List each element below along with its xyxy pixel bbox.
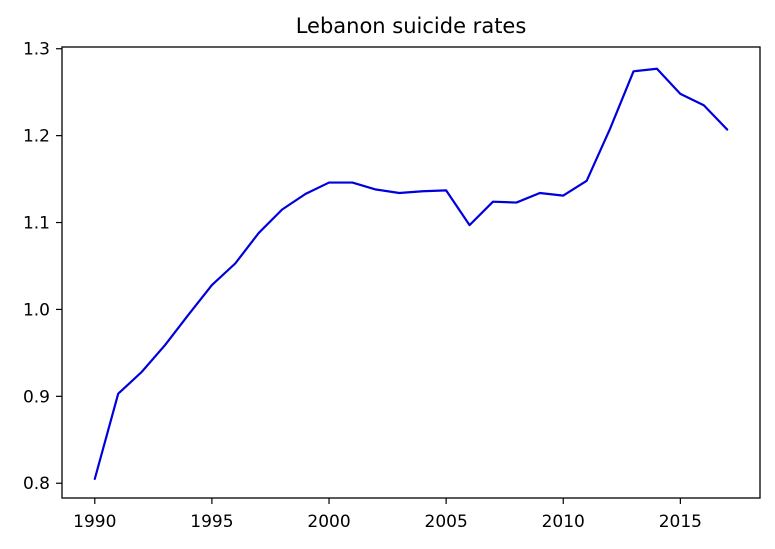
plot-frame (61, 46, 761, 499)
x-tick-label: 1995 (190, 512, 233, 532)
y-tick-label: 0.9 (23, 387, 50, 407)
x-tick-label: 2000 (307, 512, 350, 532)
x-axis: 1990 1995 2000 2005 2010 2015 (73, 498, 702, 532)
y-axis: 0.8 0.9 1.0 1.1 1.2 1.3 (23, 40, 62, 494)
y-tick-label: 0.8 (23, 474, 50, 494)
series-layer (93, 67, 729, 480)
x-tick-label: 2015 (659, 512, 702, 532)
y-tick-label: 1.0 (23, 300, 50, 320)
x-tick-label: 1990 (73, 512, 116, 532)
y-tick-label: 1.1 (23, 214, 50, 234)
y-tick-label: 1.3 (23, 40, 50, 60)
x-tick-label: 2010 (542, 512, 585, 532)
x-tick-label: 2005 (425, 512, 468, 532)
series-line-0 (93, 67, 729, 480)
y-tick-label: 1.2 (23, 127, 50, 147)
chart-title: Lebanon suicide rates (296, 14, 527, 38)
